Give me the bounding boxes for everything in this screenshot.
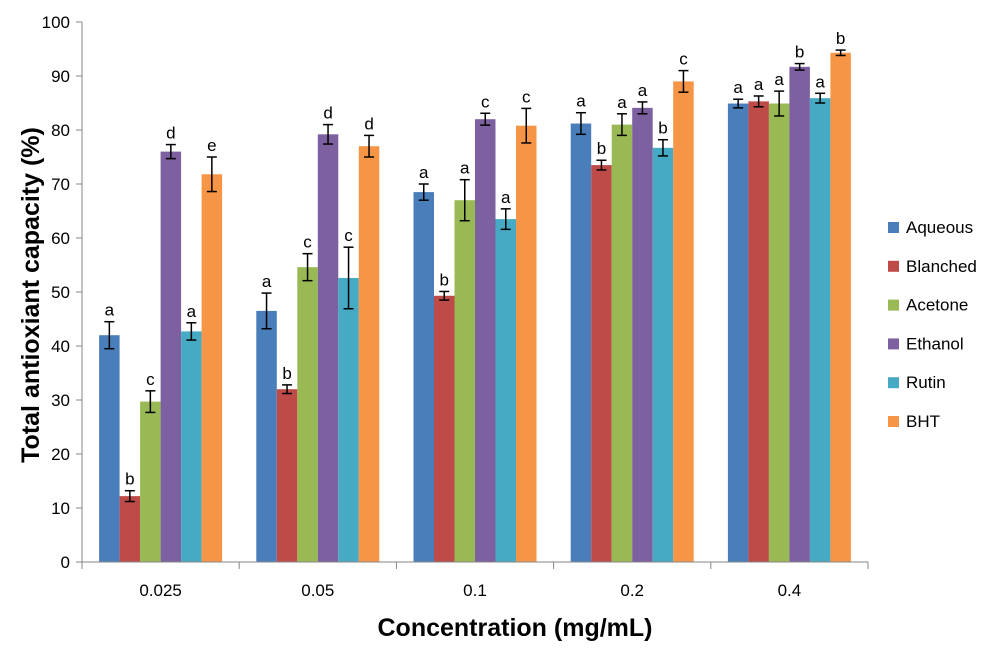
- significance-label: b: [597, 139, 606, 158]
- bar: [789, 66, 810, 562]
- significance-label: a: [501, 188, 511, 207]
- y-tick-label: 80: [51, 121, 70, 140]
- significance-label: c: [344, 226, 353, 245]
- significance-label: d: [364, 114, 373, 133]
- significance-label: a: [733, 78, 743, 97]
- y-tick-label: 90: [51, 67, 70, 86]
- significance-label: e: [207, 136, 216, 155]
- significance-label: c: [146, 370, 155, 389]
- bar: [475, 119, 496, 562]
- bar: [317, 134, 339, 562]
- significance-label: c: [481, 92, 490, 111]
- legend-swatch: [888, 377, 899, 389]
- bar: [297, 267, 318, 562]
- significance-label: b: [795, 43, 804, 62]
- bar: [611, 124, 633, 562]
- bar: [809, 98, 831, 562]
- legend-label: BHT: [906, 412, 940, 431]
- bar: [673, 81, 694, 563]
- bar: [830, 52, 851, 562]
- x-tick-label: 0.025: [139, 581, 182, 600]
- significance-label: a: [576, 92, 586, 111]
- y-tick-label: 100: [42, 13, 70, 32]
- significance-label: a: [105, 301, 115, 320]
- bar: [454, 200, 475, 562]
- significance-label: a: [638, 81, 648, 100]
- legend-label: Rutin: [906, 373, 946, 392]
- bar: [591, 165, 612, 562]
- significance-label: c: [522, 87, 531, 106]
- x-ticks-layer: 0.025 0.05 0.1 0.2 0.4: [81, 562, 869, 600]
- y-axis-title: Total antioxiant capacity (%): [17, 127, 45, 463]
- significance-label: d: [323, 104, 332, 123]
- bar: [652, 147, 674, 562]
- legend-swatch: [888, 222, 899, 233]
- y-tick-label: 50: [51, 283, 70, 302]
- significance-label: b: [836, 29, 845, 48]
- bar: [434, 295, 455, 562]
- significance-label: c: [679, 50, 688, 69]
- significance-label: a: [754, 75, 764, 94]
- x-tick-label: 0.05: [301, 581, 334, 600]
- bar: [256, 310, 277, 562]
- x-axis-title: Concentration (mg/mL): [378, 614, 653, 642]
- y-tick-label: 30: [51, 391, 70, 410]
- significance-label: b: [658, 119, 667, 138]
- x-tick-label: 0.4: [778, 581, 802, 600]
- bar: [181, 331, 202, 562]
- y-tick-label: 20: [51, 445, 70, 464]
- legend-label: Acetone: [906, 296, 968, 315]
- y-ticks-layer: 0 10 20 30 40 50 60 70 80 90 100: [42, 13, 82, 572]
- legend-swatch: [888, 299, 899, 311]
- legend-label: Blanched: [906, 257, 977, 276]
- legend-label: Aqueous: [906, 218, 973, 237]
- bars-layer: [99, 52, 851, 563]
- x-tick-label: 0.2: [620, 581, 644, 600]
- bar: [338, 277, 359, 562]
- significance-label: a: [187, 302, 197, 321]
- significance-label: a: [617, 93, 627, 112]
- y-tick-label: 0: [61, 553, 70, 572]
- bar: [495, 219, 516, 562]
- y-tick-label: 70: [51, 175, 70, 194]
- legend: Aqueous Blanched Acetone Ethanol Rutin BHT: [888, 218, 977, 431]
- bar: [276, 389, 298, 562]
- y-tick-label: 10: [51, 499, 70, 518]
- significance-label: a: [774, 70, 784, 89]
- significance-label: b: [440, 270, 449, 289]
- bar: [140, 401, 161, 562]
- bar: [768, 103, 790, 562]
- legend-swatch: [888, 338, 899, 350]
- bar: [358, 146, 380, 562]
- x-tick-label: 0.1: [463, 581, 487, 600]
- bar: [516, 125, 537, 563]
- bar: [119, 496, 141, 562]
- legend-label: Ethanol: [906, 334, 964, 353]
- significance-label: d: [166, 124, 175, 143]
- bar: [632, 107, 653, 563]
- significance-label: b: [125, 470, 134, 489]
- bar: [570, 123, 592, 563]
- significance-label: a: [460, 159, 470, 178]
- bar: [99, 335, 120, 562]
- bar: [748, 101, 769, 562]
- significance-label: a: [419, 163, 429, 182]
- error-bars-layer: [104, 49, 846, 503]
- significance-label: a: [815, 72, 825, 91]
- significance-label: a: [262, 272, 272, 291]
- bar: [727, 103, 749, 562]
- bar: [413, 192, 434, 562]
- bar: [160, 151, 182, 562]
- legend-swatch: [888, 260, 899, 272]
- significance-label: c: [303, 233, 312, 252]
- y-tick-label: 40: [51, 337, 70, 356]
- legend-swatch: [888, 416, 899, 427]
- bar: [201, 174, 223, 562]
- y-tick-label: 60: [51, 229, 70, 248]
- significance-label: b: [282, 364, 291, 383]
